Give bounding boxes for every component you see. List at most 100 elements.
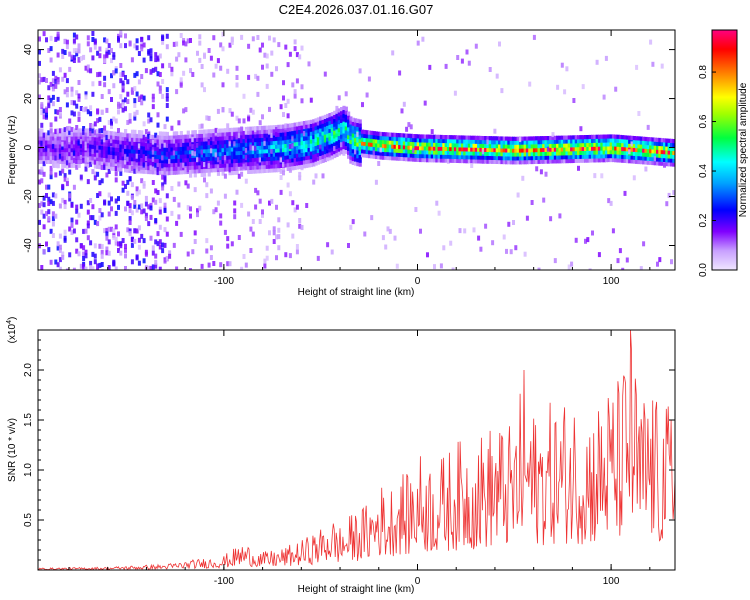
spectrogram-cell [528, 148, 532, 153]
spectrogram-cell [270, 152, 274, 157]
spectrogram-cell [288, 139, 293, 144]
spectrogram-cell [175, 147, 179, 152]
spectrogram-noise-cell [254, 204, 258, 210]
spectrogram-cell [38, 144, 42, 149]
spectrogram-cell [121, 160, 125, 165]
spectrogram-noise-cell [105, 38, 109, 44]
spectrogram-cell [233, 127, 237, 132]
spectrogram-noise-cell [272, 239, 276, 244]
spectrogram-cell [140, 153, 144, 158]
spectrogram-noise-cell [103, 75, 107, 81]
spectrogram-cell [439, 154, 444, 159]
spectrogram-noise-cell [82, 263, 86, 269]
spectrogram-cell [179, 131, 183, 136]
spectrogram-cell [316, 129, 320, 134]
spectrogram-cell [295, 122, 300, 127]
spectrogram-noise-cell [175, 266, 179, 270]
spectrogram-noise-cell [247, 74, 251, 80]
spectrogram-cell [75, 128, 79, 133]
spectrogram-cell [505, 144, 509, 149]
spectrogram-cell [112, 151, 116, 156]
spectrogram-cell [586, 150, 590, 155]
spectrogram-cell [367, 146, 372, 151]
spectrogram-cell [156, 158, 160, 163]
spectrogram-cell [45, 136, 49, 141]
spectrogram-cell [293, 150, 297, 155]
spectrogram-cell [203, 137, 207, 142]
spectrogram-noise-cell [163, 208, 167, 213]
spectrogram-noise-cell [286, 98, 290, 104]
spectrogram-cell [63, 163, 67, 168]
spectrogram-noise-cell [151, 104, 155, 110]
spectrogram-noise-cell [82, 54, 86, 60]
spectrogram-cell [481, 159, 485, 164]
spectrogram-cell [558, 147, 562, 152]
snr-multiplier: (x104) [6, 317, 18, 344]
spectrogram-cell [577, 158, 581, 163]
spectrogram-noise-cell [291, 82, 295, 88]
spectrogram-cell [465, 151, 469, 156]
spectrogram-noise-cell [117, 248, 120, 253]
spectrogram-noise-cell [609, 200, 613, 206]
spectrogram-noise-cell [451, 267, 455, 270]
spectrogram-noise-cell [110, 226, 113, 232]
spectrogram-noise-cell [42, 108, 46, 114]
spectrogram-cell [137, 169, 142, 174]
spectrogram-cell [337, 112, 341, 117]
spectrogram-cell [49, 132, 53, 137]
spectrogram-noise-cell [68, 193, 72, 199]
spectrogram-cell [379, 143, 383, 148]
spectrogram-cell [653, 141, 657, 146]
spectrogram-cell [426, 142, 430, 147]
spectrogram-cell [505, 156, 509, 161]
spectrogram-noise-cell [446, 158, 450, 164]
spectrogram-cell [295, 161, 300, 166]
spectrogram-cell [272, 152, 276, 157]
spectrogram-cell [298, 125, 302, 130]
spectrogram-noise-cell [158, 209, 162, 215]
spectrogram-noise-cell [305, 203, 309, 208]
spectrogram-noise-cell [219, 220, 223, 226]
spectrogram-noise-cell [72, 58, 76, 63]
spectrogram-noise-cell [77, 48, 81, 54]
spectrogram-cell [305, 132, 309, 137]
spectrogram-cell [279, 140, 283, 145]
spectrogram-cell [588, 142, 592, 147]
spectrogram-noise-cell [265, 83, 269, 89]
spectrogram-cell [358, 139, 362, 144]
spectrogram-cell [158, 162, 162, 167]
spectrogram-cell [263, 168, 267, 173]
spectrogram-cell [126, 160, 130, 165]
spectrogram-cell [402, 149, 406, 154]
spectrogram-noise-cell [103, 228, 107, 234]
spectrogram-cell [40, 136, 44, 141]
spectrogram-noise-cell [98, 215, 102, 221]
spectrogram-cell [77, 159, 81, 164]
spectrogram-noise-cell [196, 208, 199, 214]
spectrogram-cell [114, 139, 118, 144]
spectrogram-cell [323, 157, 327, 163]
spectrogram-cell [551, 155, 555, 160]
spectrogram-noise-cell [124, 253, 127, 259]
spectrogram-noise-cell [61, 54, 65, 59]
colorbar-tick-label: 0.2 [698, 213, 709, 227]
spectrogram-noise-cell [258, 198, 262, 204]
spectrogram-cell [302, 148, 307, 153]
spectrogram-cell [477, 159, 481, 164]
spectrogram-cell [602, 146, 606, 151]
spectrogram-cell [356, 138, 360, 143]
spectrogram-cell [328, 120, 332, 126]
spectrogram-cell [65, 136, 70, 141]
spectrogram-cell [342, 137, 346, 142]
spectrogram-noise-cell [295, 78, 299, 84]
spectrogram-cell [377, 143, 381, 148]
spectrogram-cell [556, 147, 560, 152]
spectrogram-cell [77, 144, 81, 149]
spectrogram-cell [367, 130, 372, 135]
spectrogram-noise-cell [235, 189, 239, 195]
spectrogram-cell [611, 154, 616, 159]
spectrogram-cell [609, 142, 613, 147]
spectrogram-noise-cell [68, 252, 72, 258]
spectrogram-cell [333, 118, 337, 123]
spectrogram-cell [221, 155, 225, 160]
